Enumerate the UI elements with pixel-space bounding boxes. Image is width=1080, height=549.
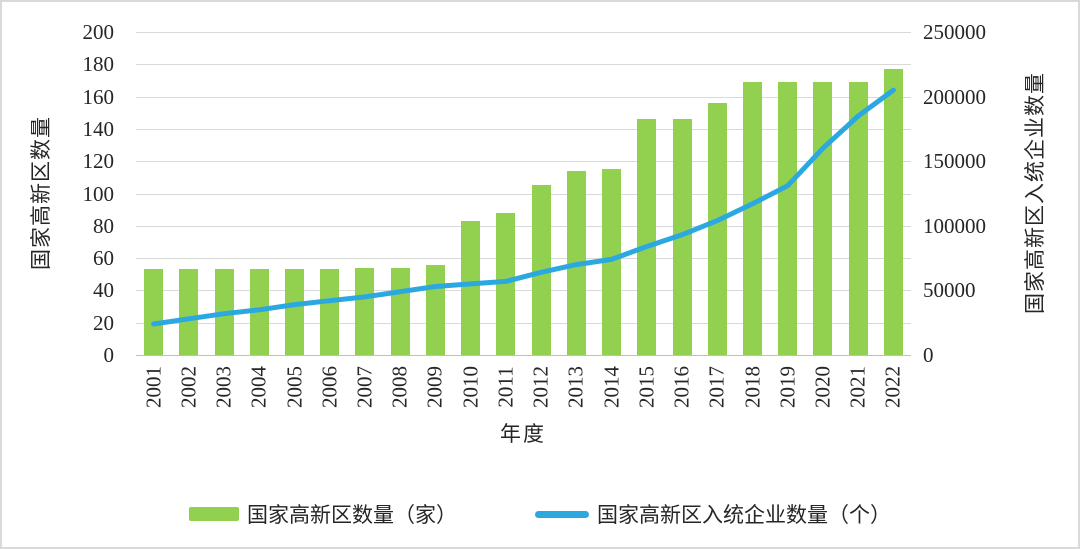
x-tick-label: 2003 [211,366,236,408]
y-right-tick-label: 150000 [923,149,986,173]
bar-2016 [673,119,692,355]
x-tick-label: 2002 [176,366,201,408]
bar-2006 [320,269,339,355]
x-tick-label: 2019 [775,366,800,408]
legend: 国家高新区数量（家） 国家高新区入统企业数量（个） [2,499,1078,529]
y-left-tick-label: 140 [82,117,115,141]
bar-2020 [813,82,832,355]
bar-2011 [496,213,515,355]
bar-2018 [743,82,762,355]
x-tick-label: 2015 [634,366,659,408]
y-right-tick-label: 50000 [923,278,976,302]
bar-2007 [355,268,374,355]
bar-2004 [250,269,269,355]
x-tick-label: 2014 [599,366,624,408]
x-axis-line [136,355,911,356]
y-left-tick-label: 80 [93,214,114,238]
x-tick-label: 2012 [528,366,553,408]
bar-2015 [637,119,656,355]
bar-2012 [532,185,551,355]
x-tick-label: 2018 [740,366,764,408]
x-tick-label: 2008 [387,366,412,408]
x-tick-label: 2013 [563,366,588,408]
bar-2022 [884,69,903,355]
right-axis-title: 国家高新区入统企业数量 [1023,72,1047,314]
bar-2008 [391,268,410,355]
x-tick-label: 2009 [422,366,447,408]
gridline [136,32,911,33]
x-axis-title: 年度 [500,422,546,446]
bar-2009 [426,265,445,355]
bar-2010 [461,221,480,355]
y-right-tick-label: 0 [923,343,934,367]
y-left-tick-label: 100 [82,182,115,206]
bar-2005 [285,269,304,355]
legend-item-bars: 国家高新区数量（家） [189,499,457,529]
y-left-tick-label: 200 [82,20,115,44]
bar-2013 [567,171,586,355]
bar-2021 [849,82,868,355]
bar-2003 [215,269,234,355]
x-tick-label: 2004 [246,366,271,408]
y-left-tick-label: 180 [82,52,115,76]
x-tick-label: 2011 [493,366,518,408]
y-right-tick-label: 100000 [923,214,986,238]
y-left-tick-label: 60 [93,246,114,270]
y-left-tick-label: 0 [103,343,115,367]
x-tick-label: 2007 [352,366,377,408]
x-tick-label: 2006 [317,366,342,408]
gridline [136,64,911,65]
legend-item-line: 国家高新区入统企业数量（个） [535,499,891,529]
y-left-tick-label: 120 [82,149,115,173]
bar-series-swatch [189,507,239,521]
bar-series-label: 国家高新区数量（家） [247,503,457,527]
y-right-tick-label: 250000 [923,20,986,44]
bar-2017 [708,103,727,355]
y-left-tick-label: 160 [82,85,115,109]
x-tick-label: 2022 [880,366,905,408]
x-tick-label: 2005 [282,366,306,408]
bar-2002 [179,269,198,355]
y-left-tick-label: 40 [93,278,114,302]
bar-2001 [144,269,163,355]
x-tick-label: 2001 [141,366,166,408]
y-left-tick-label: 20 [93,311,114,335]
line-series-swatch [535,510,589,518]
x-tick-label: 2016 [669,366,694,408]
bar-2014 [602,169,621,355]
x-tick-label: 2020 [810,366,835,408]
y-right-tick-label: 200000 [923,85,986,109]
x-tick-label: 2010 [458,366,483,408]
bar-2019 [778,82,797,355]
line-series-label: 国家高新区入统企业数量（个） [597,503,891,527]
x-tick-label: 2017 [704,366,729,408]
x-tick-label: 2021 [845,366,870,408]
